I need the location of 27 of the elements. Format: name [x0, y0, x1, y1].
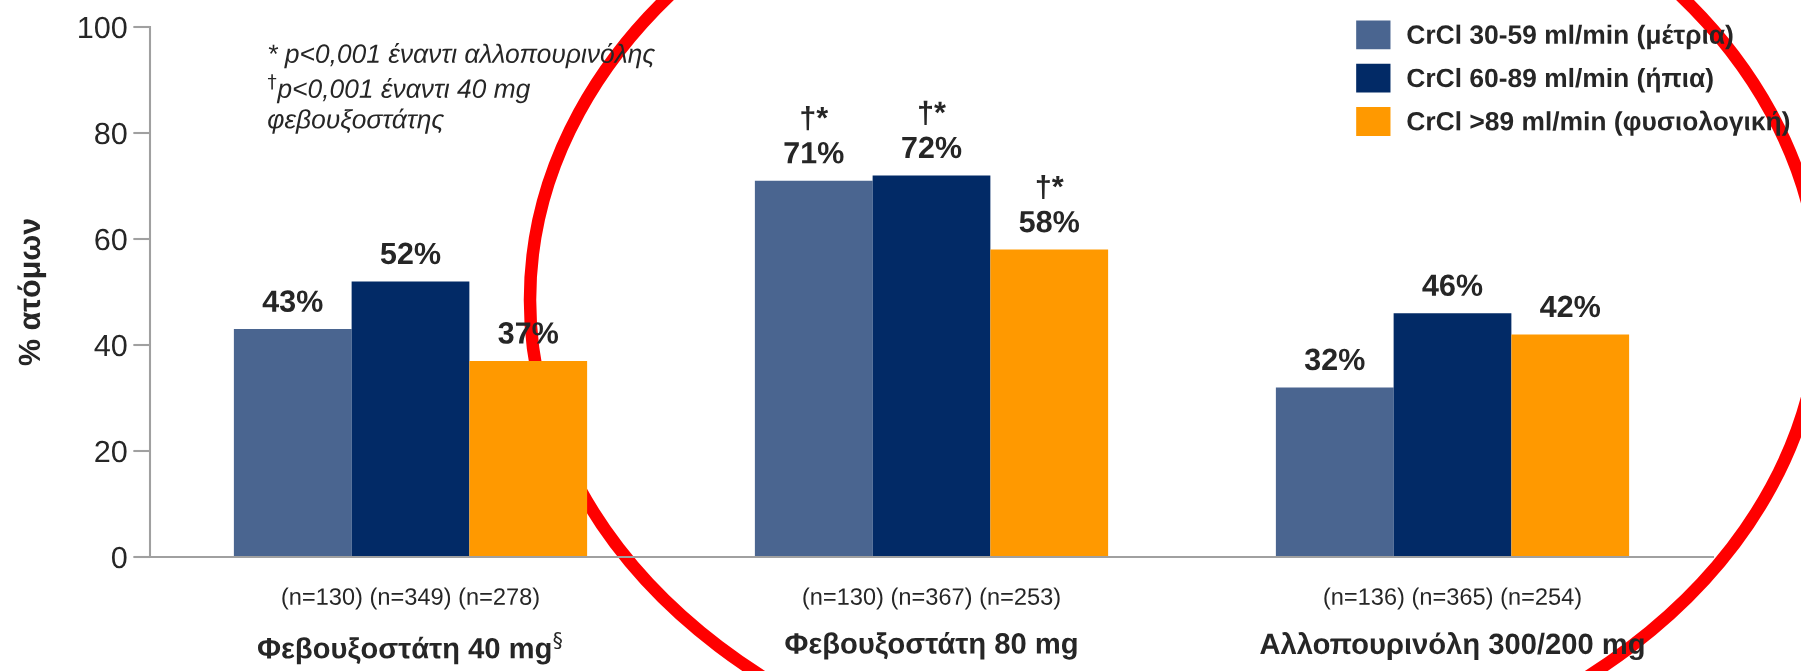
- data-label: 42%: [1540, 295, 1601, 318]
- data-label: †* 58%: [1019, 174, 1080, 233]
- data-label: 32%: [1304, 348, 1365, 371]
- y-tick-label: 80: [95, 122, 127, 145]
- legend-label: CrCl 60-89 ml/min (ήπια): [1407, 67, 1713, 93]
- y-tick-label: 0: [111, 546, 127, 569]
- bar: [872, 175, 991, 557]
- x-tick-label: (n=130) (n=367) (n=253) Φεβουξοστάτη 80 mg: [785, 587, 1077, 660]
- data-label: †* 72%: [902, 100, 962, 159]
- data-label: 52%: [380, 242, 441, 265]
- bar: [233, 329, 352, 557]
- y-axis-title: % ατόμων: [17, 219, 47, 366]
- bar: [351, 281, 470, 557]
- y-tick-label: 60: [95, 228, 127, 251]
- bar: [1275, 387, 1394, 557]
- x-tick-label: (n=130) (n=349) (n=278) Φεβουξοστάτη 40 mg$^{§}$: [257, 587, 562, 665]
- bar: [1393, 313, 1512, 557]
- y-tick-label: 20: [95, 440, 127, 463]
- bar: [754, 180, 873, 557]
- bar: [469, 360, 588, 557]
- bar: [990, 249, 1109, 557]
- data-label: 43%: [262, 290, 323, 312]
- bar: [1511, 334, 1630, 557]
- y-tick-label: 100: [79, 16, 127, 39]
- y-tick-label: 40: [94, 334, 127, 357]
- data-label: 46%: [1422, 274, 1483, 297]
- data-label: †* 71%: [784, 105, 844, 164]
